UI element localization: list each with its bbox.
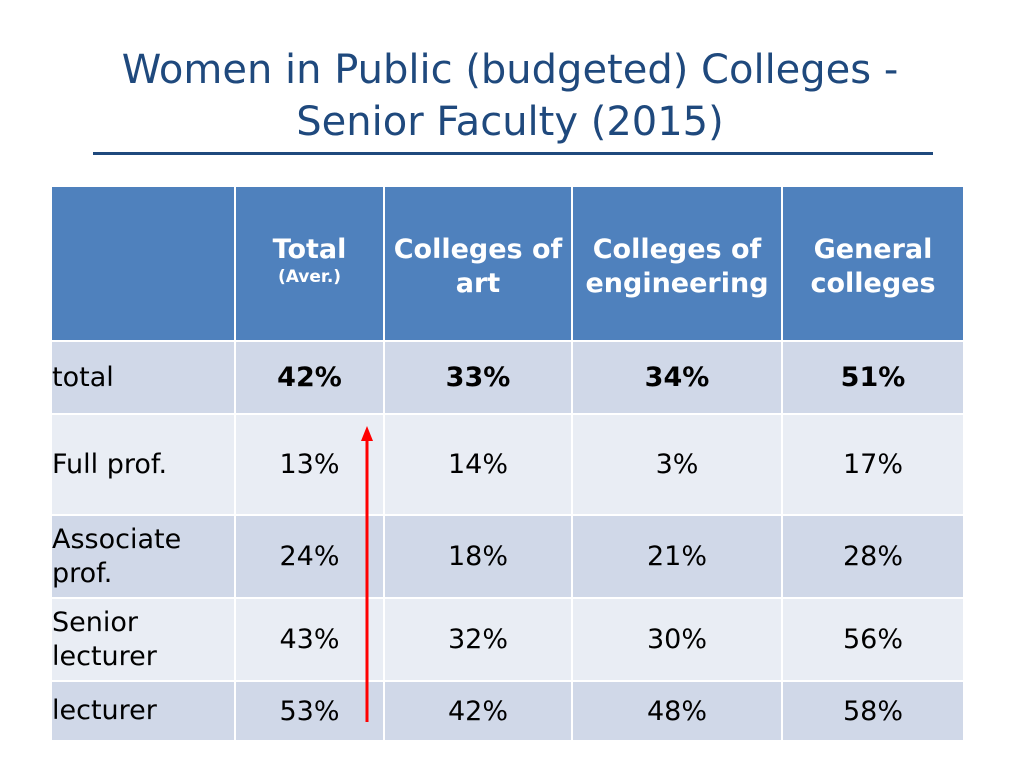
- header-empty-cell: [52, 187, 236, 342]
- slide-title: Women in Public (budgeted) Colleges - Se…: [60, 44, 960, 148]
- cell-total: 53%: [235, 681, 385, 742]
- title-underline: [93, 152, 933, 155]
- cell-art: 14%: [384, 414, 573, 516]
- cell-engineering: 3%: [572, 414, 783, 516]
- table-row: total 42% 33% 34% 51%: [52, 341, 965, 415]
- cell-engineering: 48%: [572, 681, 783, 742]
- table-row: Full prof. 13% 14% 3% 17%: [52, 414, 965, 516]
- cell-art: 32%: [384, 598, 573, 682]
- header-art: Colleges of art: [384, 187, 573, 342]
- cell-art: 42%: [384, 681, 573, 742]
- row-label: Full prof.: [52, 414, 236, 516]
- title-line-2: Senior Faculty (2015): [296, 99, 724, 145]
- cell-general: 56%: [782, 598, 965, 682]
- header-row: Total (Aver.) Colleges of art Colleges o…: [52, 187, 965, 342]
- table-row: lecturer 53% 42% 48% 58%: [52, 681, 965, 742]
- title-line-1: Women in Public (budgeted) Colleges -: [121, 47, 899, 93]
- header-total-sub: (Aver.): [277, 267, 342, 287]
- cell-total: 43%: [235, 598, 385, 682]
- header-total: Total (Aver.): [235, 187, 385, 342]
- row-label: Associate prof.: [52, 515, 236, 599]
- cell-general: 17%: [782, 414, 965, 516]
- row-label: total: [52, 341, 236, 415]
- row-label: Senior lecturer: [52, 598, 236, 682]
- cell-engineering: 30%: [572, 598, 783, 682]
- cell-general: 58%: [782, 681, 965, 742]
- table-row: Associate prof. 24% 18% 21% 28%: [52, 515, 965, 599]
- faculty-table: Total (Aver.) Colleges of art Colleges o…: [52, 187, 965, 742]
- header-engineering: Colleges of engineering: [572, 187, 783, 342]
- cell-art: 18%: [384, 515, 573, 599]
- cell-total: 24%: [235, 515, 385, 599]
- cell-engineering: 21%: [572, 515, 783, 599]
- table-row: Senior lecturer 43% 32% 30% 56%: [52, 598, 965, 682]
- header-general: General colleges: [782, 187, 965, 342]
- cell-total: 42%: [235, 341, 385, 415]
- header-total-label: Total: [272, 234, 347, 265]
- cell-art: 33%: [384, 341, 573, 415]
- cell-engineering: 34%: [572, 341, 783, 415]
- cell-total: 13%: [235, 414, 385, 516]
- cell-general: 28%: [782, 515, 965, 599]
- cell-general: 51%: [782, 341, 965, 415]
- row-label: lecturer: [52, 681, 236, 742]
